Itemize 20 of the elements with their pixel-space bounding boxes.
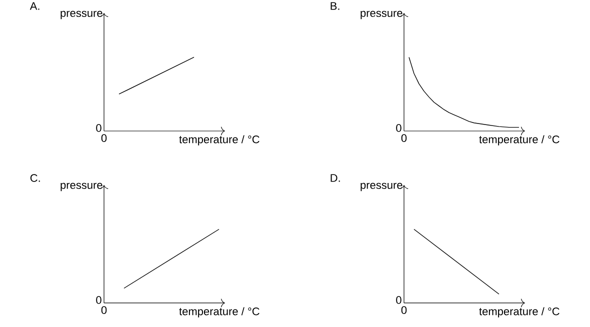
text: 0 xyxy=(101,306,107,314)
chart-title: C. xyxy=(30,174,40,182)
y-axis-title: pressure xyxy=(360,10,402,20)
text: 0 xyxy=(101,134,107,142)
chart-title: B. xyxy=(330,2,340,10)
x-axis-title: temperature / °C xyxy=(179,307,260,318)
y-axis-title: pressure xyxy=(360,182,402,192)
y-axis-title: pressure xyxy=(60,10,102,20)
text: 0 xyxy=(96,296,102,304)
y-axis-title: pressure xyxy=(60,182,102,192)
text: 0 xyxy=(401,134,407,142)
text: 0 xyxy=(401,306,407,314)
x-axis-title: temperature / °C xyxy=(179,135,260,146)
text: 0 xyxy=(96,124,102,132)
x-axis-title: temperature / °C xyxy=(479,307,560,318)
x-axis-title: temperature / °C xyxy=(479,135,560,146)
text: 0 xyxy=(396,124,402,132)
text: 0 xyxy=(396,296,402,304)
chart-title: D. xyxy=(330,174,340,182)
chart-title: A. xyxy=(30,2,40,10)
